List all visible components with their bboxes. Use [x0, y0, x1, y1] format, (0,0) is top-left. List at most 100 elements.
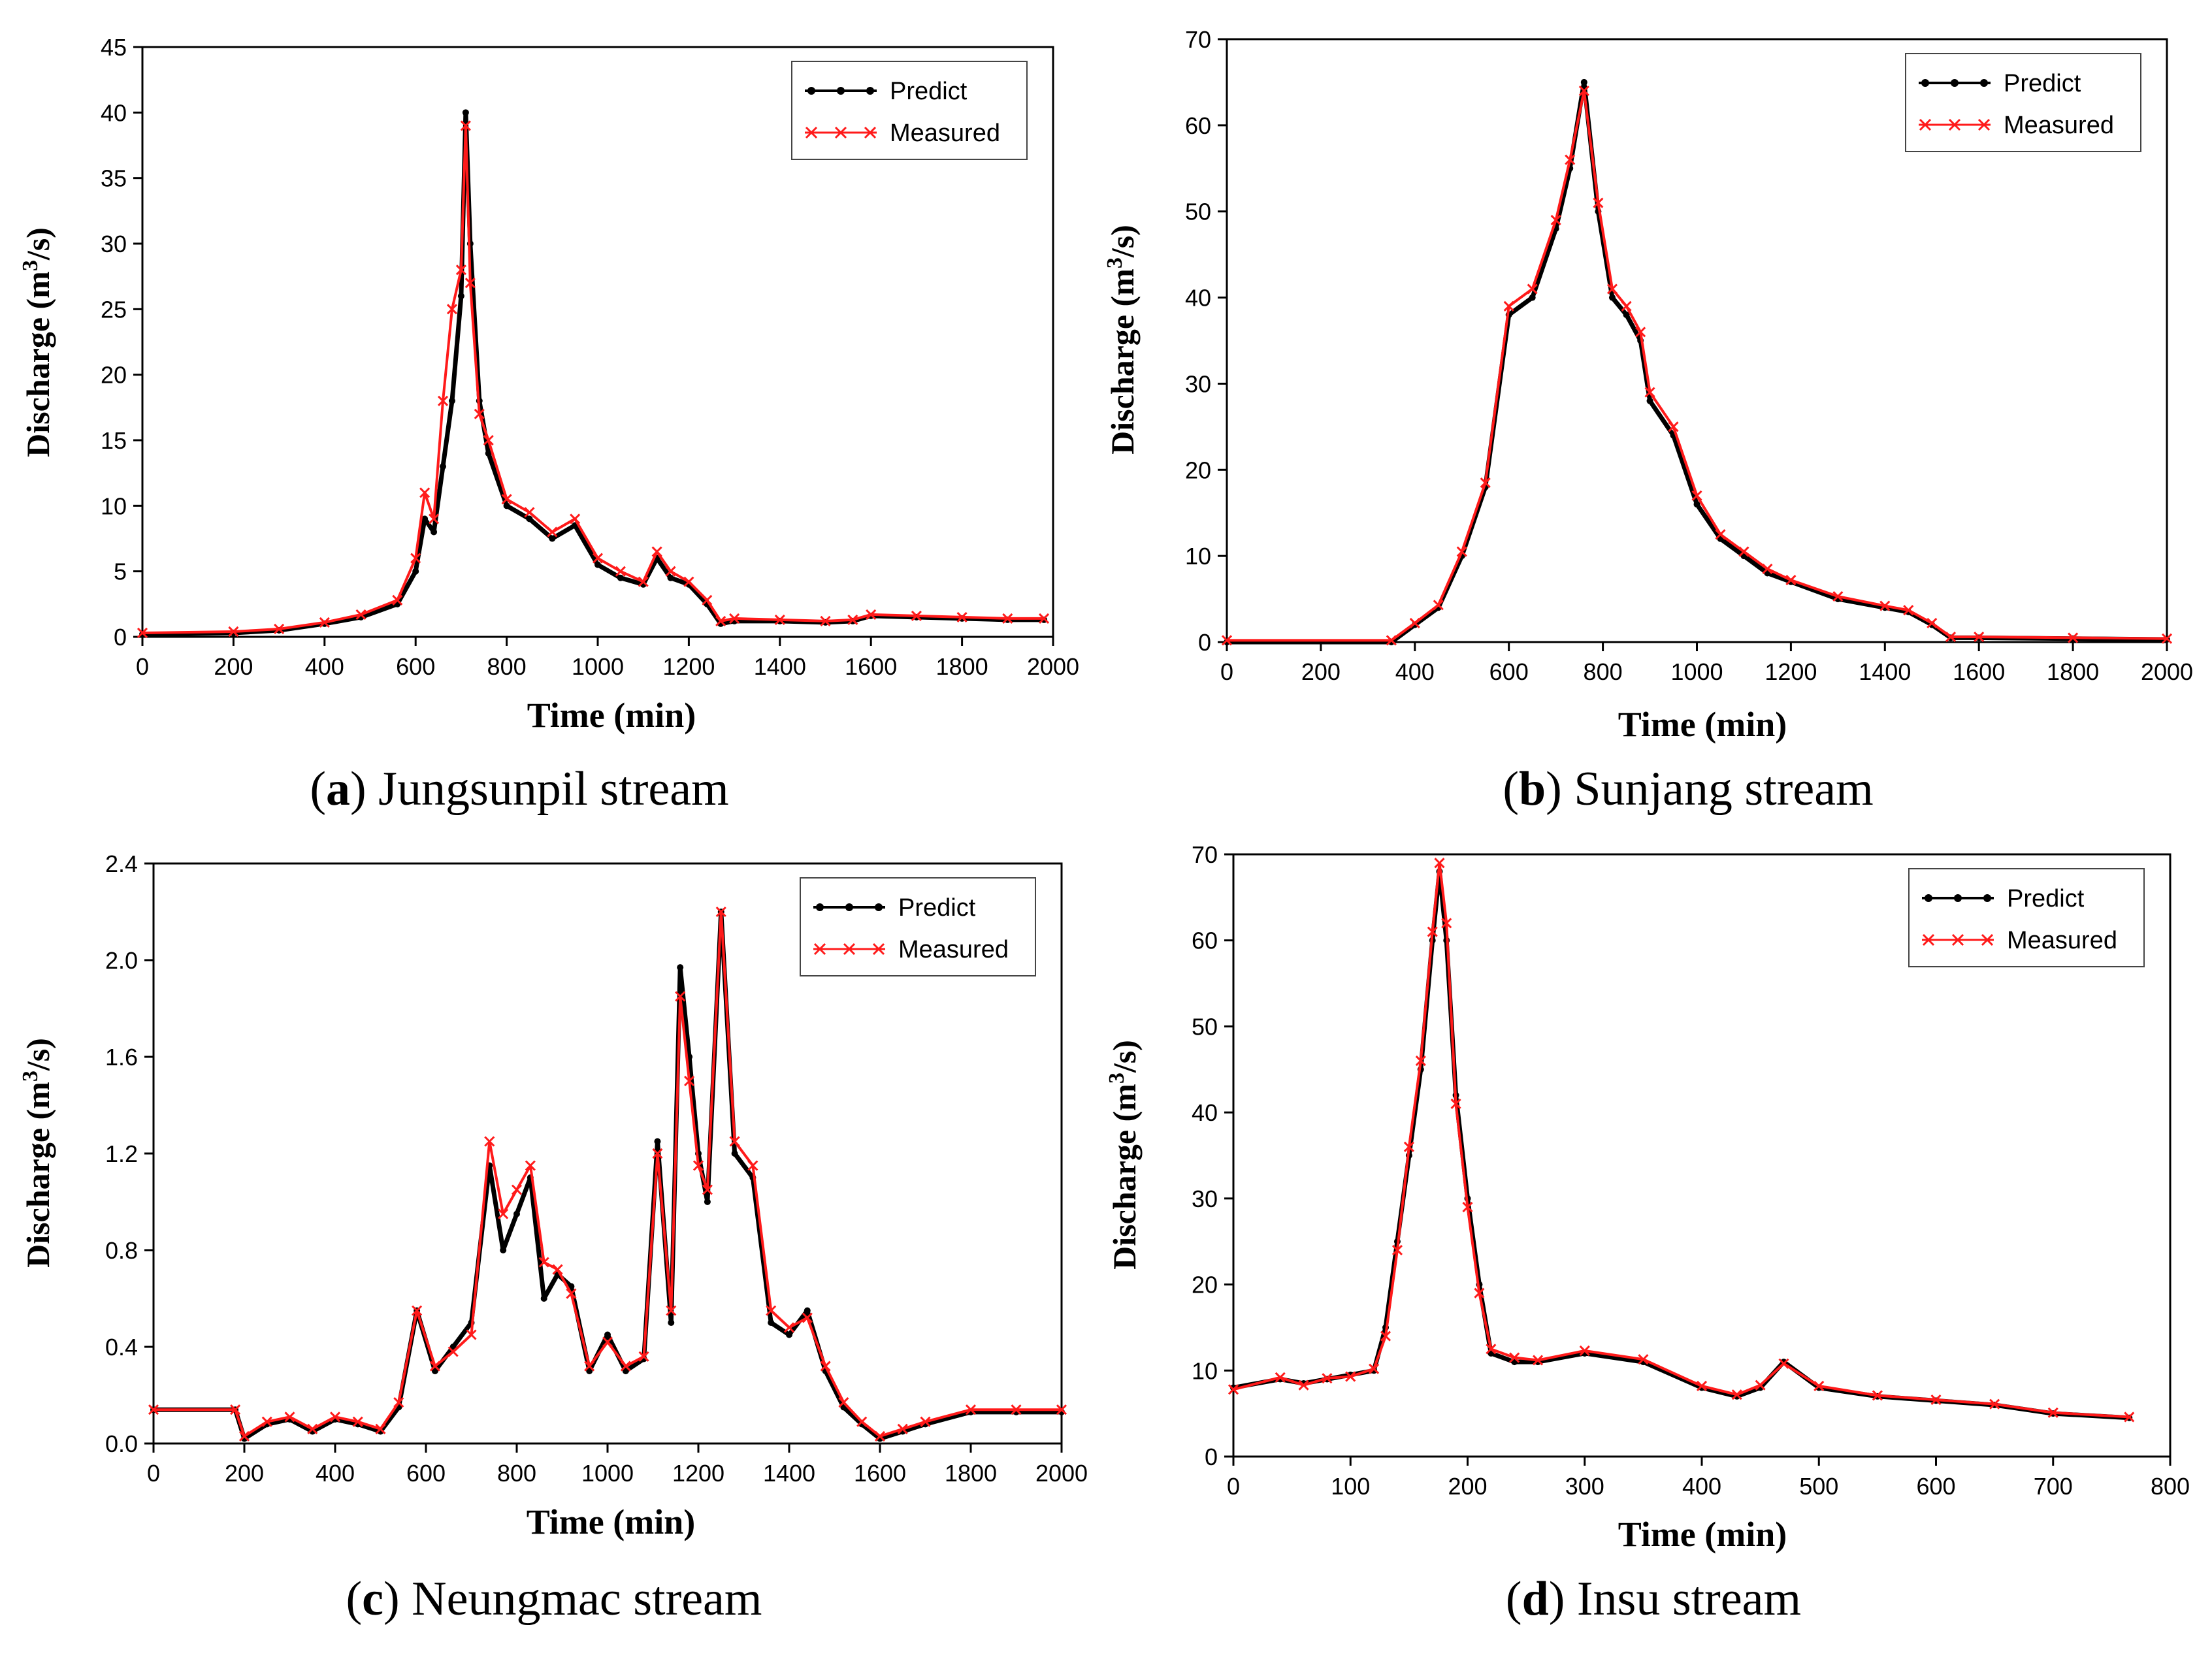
legend: Predict Measured: [1908, 868, 2145, 967]
data-point-predict: [668, 1319, 675, 1326]
x-tick-label: 1600: [854, 1460, 906, 1487]
data-point-measured: [638, 576, 649, 587]
data-point-predict: [768, 1319, 775, 1326]
data-point-measured: [1345, 1371, 1356, 1382]
x-tick-label: 100: [1331, 1473, 1370, 1500]
data-point-predict: [1608, 294, 1616, 301]
data-point-measured: [651, 546, 662, 557]
data-point-measured: [1872, 1390, 1883, 1401]
data-point-measured: [2068, 632, 2079, 643]
data-point-measured: [766, 1305, 777, 1316]
data-point-predict: [485, 450, 492, 457]
series-predict: [150, 909, 1065, 1442]
data-point-measured: [1503, 300, 1514, 312]
data-point-measured: [838, 1397, 849, 1408]
data-point-predict: [549, 535, 556, 542]
legend-label-predict: Predict: [2007, 885, 2085, 912]
data-point-measured: [675, 991, 686, 1002]
legend-label-measured: Measured: [898, 936, 1009, 963]
x-tick-label: 800: [487, 653, 527, 680]
data-point-predict: [1693, 501, 1700, 508]
data-point-measured: [1433, 600, 1444, 611]
data-point-measured: [429, 513, 440, 524]
x-axis-title: Time (min): [527, 696, 696, 735]
data-point-measured: [566, 1288, 577, 1299]
caption-title: ) Insu stream: [1549, 1572, 1801, 1626]
y-axis-title: Discharge (m3/s): [1105, 1040, 1143, 1270]
data-point-measured: [1011, 1404, 1022, 1415]
data-point-measured: [501, 494, 512, 505]
data-point-measured: [1565, 154, 1576, 165]
legend-marker: [816, 903, 824, 911]
x-tick-label: 1000: [1670, 658, 1723, 685]
data-point-measured: [1509, 1352, 1520, 1363]
legend-marker: [1951, 79, 1959, 87]
x-tick-label: 200: [1301, 658, 1341, 685]
y-tick-label: 40: [1185, 285, 1211, 312]
data-point-predict: [604, 1331, 611, 1338]
data-point-predict: [677, 964, 684, 971]
y-tick-label: 1.6: [105, 1044, 138, 1071]
data-point-measured: [956, 611, 968, 622]
data-point-measured: [547, 526, 558, 538]
legend-marker: [845, 903, 853, 911]
x-tick-label: 1400: [763, 1460, 815, 1487]
y-tick-label: 20: [101, 362, 127, 389]
legend-marker: [805, 126, 818, 139]
data-point-measured: [1527, 283, 1538, 295]
data-point-measured: [1606, 283, 1618, 295]
caption-open-paren: (: [310, 762, 326, 816]
series-measured: [1221, 86, 2173, 646]
y-axis-title-main: Discharge (m: [1106, 1084, 1143, 1270]
legend-marker: [1921, 79, 1929, 87]
y-tick-label: 50: [1185, 199, 1211, 225]
data-point-predict: [513, 1210, 520, 1218]
data-point-measured: [1369, 1363, 1380, 1374]
data-point-measured: [570, 513, 581, 524]
data-point-measured: [455, 265, 466, 276]
data-point-measured: [874, 1430, 886, 1442]
data-point-predict: [421, 515, 429, 523]
data-point-measured: [729, 613, 740, 624]
x-tick-label: 2000: [1027, 653, 1079, 680]
data-point-measured: [464, 278, 476, 289]
y-tick-label: 0: [1198, 629, 1211, 656]
caption-title: ) Neungmac stream: [383, 1572, 762, 1626]
panel-caption: (c) Neungmac stream: [346, 1572, 762, 1626]
y-tick-label: 20: [1185, 457, 1211, 483]
data-point-measured: [1275, 1372, 1286, 1383]
data-point-measured: [1038, 613, 1050, 624]
data-point-measured: [783, 1322, 795, 1333]
data-point-measured: [1322, 1373, 1333, 1384]
x-tick-label: 600: [1489, 658, 1529, 685]
legend-marker: [807, 87, 815, 95]
legend-box: [1908, 868, 2145, 967]
data-point-predict: [462, 109, 469, 116]
x-tick-label: 600: [1916, 1473, 1955, 1500]
y-tick-label: 30: [1185, 370, 1211, 397]
x-tick-label: 400: [316, 1460, 355, 1487]
series-line-predict: [154, 909, 1062, 1442]
data-point-measured: [137, 627, 148, 639]
data-point-measured: [446, 304, 458, 315]
data-point-predict: [786, 1331, 792, 1338]
data-point-predict: [586, 1368, 593, 1374]
y-tick-label: 10: [1185, 543, 1211, 570]
data-point-measured: [352, 1416, 363, 1427]
data-point-measured: [307, 1423, 318, 1434]
y-axis-title-main: Discharge (m: [1104, 268, 1141, 455]
x-tick-label: 1800: [945, 1460, 997, 1487]
y-axis-title: Discharge (m3/s): [1103, 225, 1141, 455]
data-point-measured: [319, 617, 330, 628]
legend-label-predict: Predict: [898, 894, 976, 922]
data-point-measured: [1450, 1098, 1461, 1110]
data-point-predict: [440, 463, 447, 470]
data-point-measured: [274, 623, 285, 635]
x-tick-label: 800: [497, 1460, 536, 1487]
data-point-measured: [911, 610, 922, 621]
data-point-measured: [329, 1411, 341, 1423]
data-point-measured: [615, 566, 626, 577]
caption-open-paren: (: [1506, 1572, 1522, 1626]
data-point-predict: [431, 1368, 438, 1374]
legend-marker: [1977, 118, 1991, 131]
